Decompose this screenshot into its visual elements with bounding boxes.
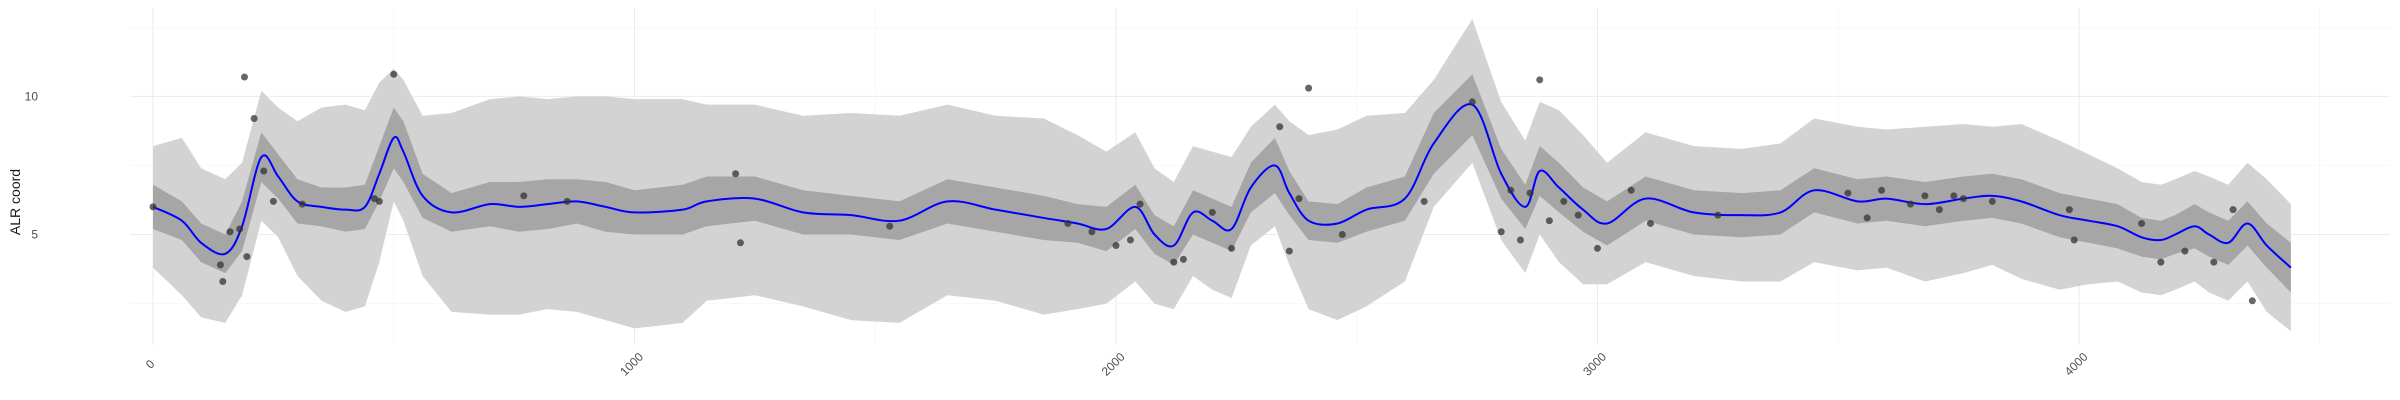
data-point bbox=[1594, 244, 1601, 252]
data-point bbox=[2181, 247, 2189, 255]
data-point bbox=[1126, 236, 1134, 244]
data-point bbox=[1646, 219, 1654, 227]
data-point bbox=[1136, 200, 1144, 208]
data-point bbox=[1170, 258, 1178, 266]
data-point bbox=[219, 277, 227, 285]
y-tick-label: 10 bbox=[25, 89, 39, 103]
outer-confidence-band bbox=[153, 19, 2291, 332]
data-point bbox=[149, 203, 157, 211]
y-axis-title: ALR coord bbox=[7, 169, 23, 235]
data-point bbox=[375, 197, 383, 205]
x-tick-label: 4000 bbox=[2062, 350, 2091, 379]
data-point bbox=[269, 197, 277, 205]
data-point bbox=[1574, 211, 1582, 219]
data-point bbox=[2138, 219, 2146, 227]
data-point bbox=[2065, 206, 2073, 214]
data-point bbox=[1863, 214, 1871, 222]
x-tick-label: 3000 bbox=[1580, 350, 1609, 379]
data-point bbox=[1208, 208, 1216, 216]
x-tick-label: 1000 bbox=[617, 350, 646, 379]
data-point bbox=[1507, 186, 1515, 194]
data-point bbox=[2229, 206, 2237, 214]
data-point bbox=[390, 70, 398, 78]
data-point bbox=[226, 228, 234, 236]
data-point bbox=[520, 192, 528, 200]
data-point bbox=[1088, 228, 1096, 236]
data-point bbox=[1935, 206, 1943, 214]
data-point bbox=[298, 200, 306, 208]
data-point bbox=[1988, 197, 1996, 205]
data-point bbox=[732, 170, 740, 178]
data-point bbox=[886, 222, 894, 230]
data-point bbox=[1921, 192, 1929, 200]
data-point bbox=[736, 239, 744, 247]
data-point bbox=[1627, 186, 1635, 194]
data-point bbox=[260, 167, 268, 175]
data-point bbox=[2210, 258, 2218, 266]
x-tick-label: 0 bbox=[143, 357, 158, 372]
y-tick-label: 5 bbox=[31, 228, 38, 242]
data-point bbox=[563, 197, 571, 205]
data-point bbox=[1545, 217, 1553, 225]
data-point bbox=[1112, 242, 1120, 250]
data-point bbox=[2157, 258, 2165, 266]
data-point bbox=[1468, 98, 1476, 106]
data-point bbox=[1906, 200, 1914, 208]
data-point bbox=[1560, 197, 1568, 205]
data-points bbox=[149, 70, 2256, 305]
data-point bbox=[1295, 195, 1303, 203]
mean-line bbox=[152, 103, 2292, 269]
data-point bbox=[2070, 236, 2078, 244]
data-point bbox=[1305, 84, 1313, 92]
x-tick-label: 2000 bbox=[1099, 350, 1128, 379]
data-point bbox=[1276, 123, 1284, 131]
data-point bbox=[236, 225, 244, 233]
x-axis-ticks: 0 1000 2000 3000 4000 bbox=[143, 350, 2091, 379]
data-point bbox=[1420, 197, 1428, 205]
data-point bbox=[1878, 186, 1886, 194]
data-point bbox=[1714, 211, 1722, 219]
data-point bbox=[1285, 247, 1293, 255]
data-point bbox=[1228, 244, 1236, 252]
data-point bbox=[1959, 195, 1967, 203]
data-point bbox=[1526, 189, 1534, 197]
y-axis-ticks: 5 10 bbox=[25, 89, 39, 241]
data-point bbox=[2248, 297, 2256, 305]
data-point bbox=[1536, 76, 1544, 84]
data-point bbox=[1064, 219, 1072, 227]
data-point bbox=[243, 253, 251, 261]
data-point bbox=[1338, 231, 1346, 239]
data-point bbox=[1950, 192, 1958, 200]
data-point bbox=[240, 73, 248, 81]
data-point bbox=[1844, 189, 1852, 197]
data-point bbox=[1179, 255, 1187, 263]
data-point bbox=[1516, 236, 1524, 244]
data-point bbox=[216, 261, 224, 269]
inner-confidence-band bbox=[153, 74, 2291, 293]
data-point bbox=[250, 114, 258, 122]
data-point bbox=[1497, 228, 1505, 236]
